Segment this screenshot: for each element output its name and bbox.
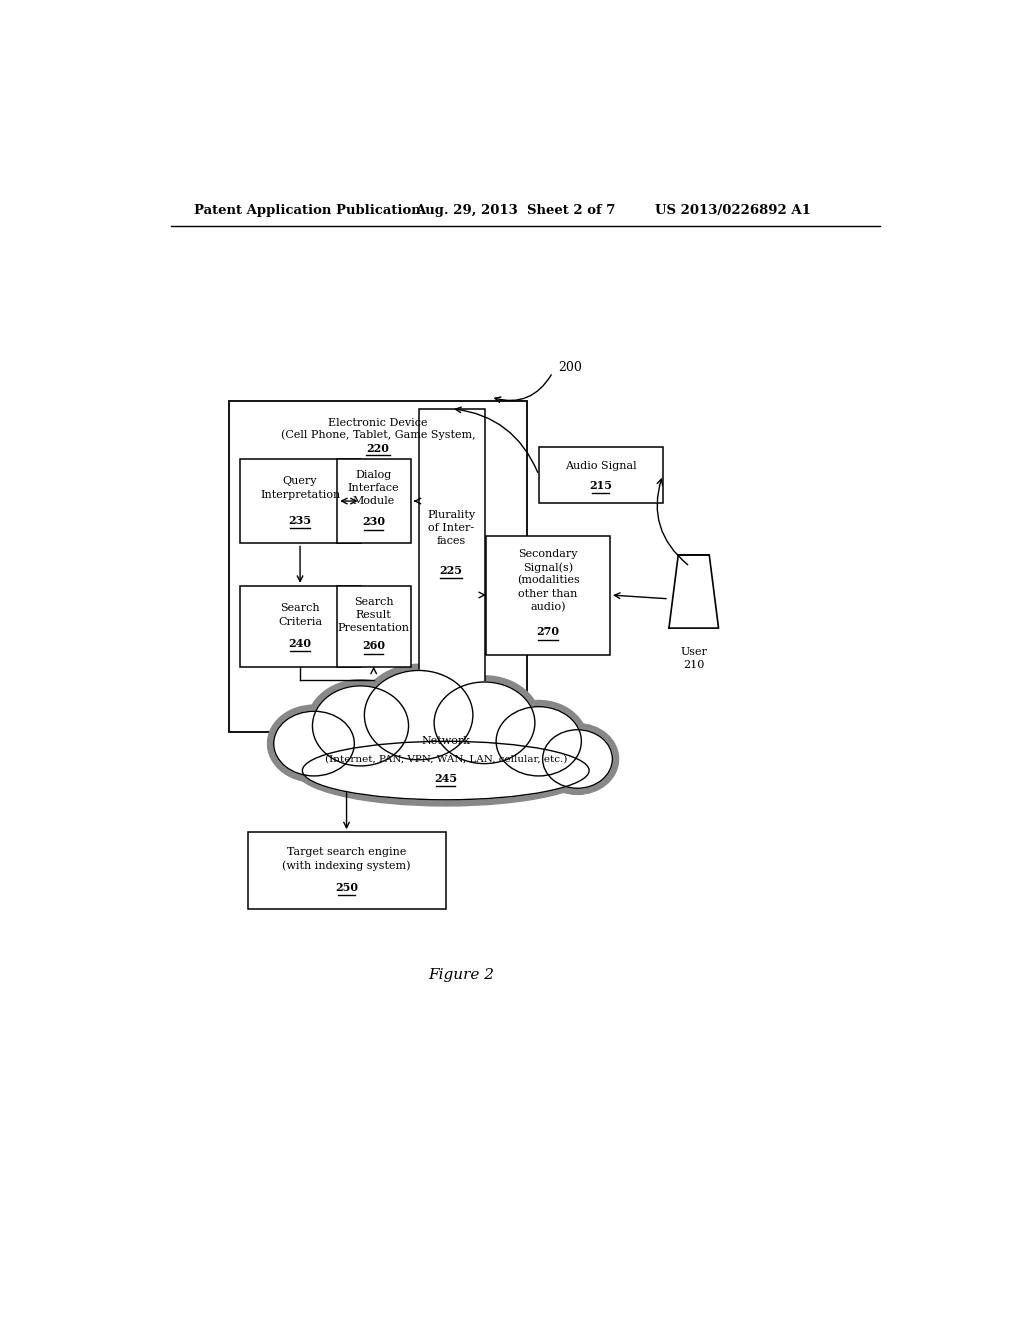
Ellipse shape xyxy=(312,686,409,766)
Text: US 2013/0226892 A1: US 2013/0226892 A1 xyxy=(655,205,811,218)
Text: Secondary
Signal(s)
(modalities
other than
audio): Secondary Signal(s) (modalities other th… xyxy=(517,549,580,611)
Text: 225: 225 xyxy=(439,565,463,576)
Ellipse shape xyxy=(302,742,589,800)
Text: (Internet, PAN, VPN, WAN, LAN, cellular, etc.): (Internet, PAN, VPN, WAN, LAN, cellular,… xyxy=(325,755,567,763)
FancyBboxPatch shape xyxy=(241,586,360,667)
FancyBboxPatch shape xyxy=(337,586,411,667)
Text: 240: 240 xyxy=(289,638,311,649)
Text: Search
Result
Presentation: Search Result Presentation xyxy=(338,597,410,634)
Ellipse shape xyxy=(365,671,473,760)
Ellipse shape xyxy=(682,528,706,556)
Ellipse shape xyxy=(489,701,588,781)
Ellipse shape xyxy=(537,723,618,795)
Text: 245: 245 xyxy=(434,772,458,784)
Text: Figure 2: Figure 2 xyxy=(428,968,495,982)
Text: 220: 220 xyxy=(367,444,389,454)
Text: Dialog
Interface
Module: Dialog Interface Module xyxy=(348,470,399,506)
FancyBboxPatch shape xyxy=(248,832,445,909)
Text: 230: 230 xyxy=(362,516,385,528)
Text: 215: 215 xyxy=(589,480,612,491)
Text: Query
Interpretation: Query Interpretation xyxy=(260,477,340,499)
Ellipse shape xyxy=(434,682,535,763)
Ellipse shape xyxy=(428,676,541,770)
Ellipse shape xyxy=(273,711,354,776)
Text: Electronic Device: Electronic Device xyxy=(328,417,428,428)
Text: 200: 200 xyxy=(558,362,582,375)
FancyBboxPatch shape xyxy=(539,447,663,503)
Text: Target search engine
(with indexing system): Target search engine (with indexing syst… xyxy=(283,847,411,871)
Polygon shape xyxy=(669,554,719,628)
Text: User
210: User 210 xyxy=(680,647,708,669)
FancyBboxPatch shape xyxy=(419,409,484,729)
Text: 235: 235 xyxy=(289,515,311,525)
Text: Network: Network xyxy=(421,737,470,746)
Ellipse shape xyxy=(358,664,479,766)
FancyBboxPatch shape xyxy=(337,459,411,544)
Text: (Cell Phone, Tablet, Game System,: (Cell Phone, Tablet, Game System, xyxy=(281,429,475,440)
Ellipse shape xyxy=(267,705,360,781)
Text: Search
Criteria: Search Criteria xyxy=(278,603,323,627)
Ellipse shape xyxy=(496,706,582,776)
Text: Audio Signal: Audio Signal xyxy=(565,462,637,471)
Ellipse shape xyxy=(543,730,612,788)
Text: 260: 260 xyxy=(362,640,385,651)
Text: Patent Application Publication: Patent Application Publication xyxy=(194,205,421,218)
Text: 270: 270 xyxy=(537,627,559,638)
Text: 250: 250 xyxy=(335,882,358,894)
FancyBboxPatch shape xyxy=(241,459,360,544)
FancyBboxPatch shape xyxy=(228,401,527,733)
Ellipse shape xyxy=(306,680,415,772)
Text: Plurality
of Inter-
faces: Plurality of Inter- faces xyxy=(427,510,475,546)
FancyBboxPatch shape xyxy=(486,536,610,655)
Ellipse shape xyxy=(296,735,595,807)
Text: Aug. 29, 2013  Sheet 2 of 7: Aug. 29, 2013 Sheet 2 of 7 xyxy=(415,205,615,218)
